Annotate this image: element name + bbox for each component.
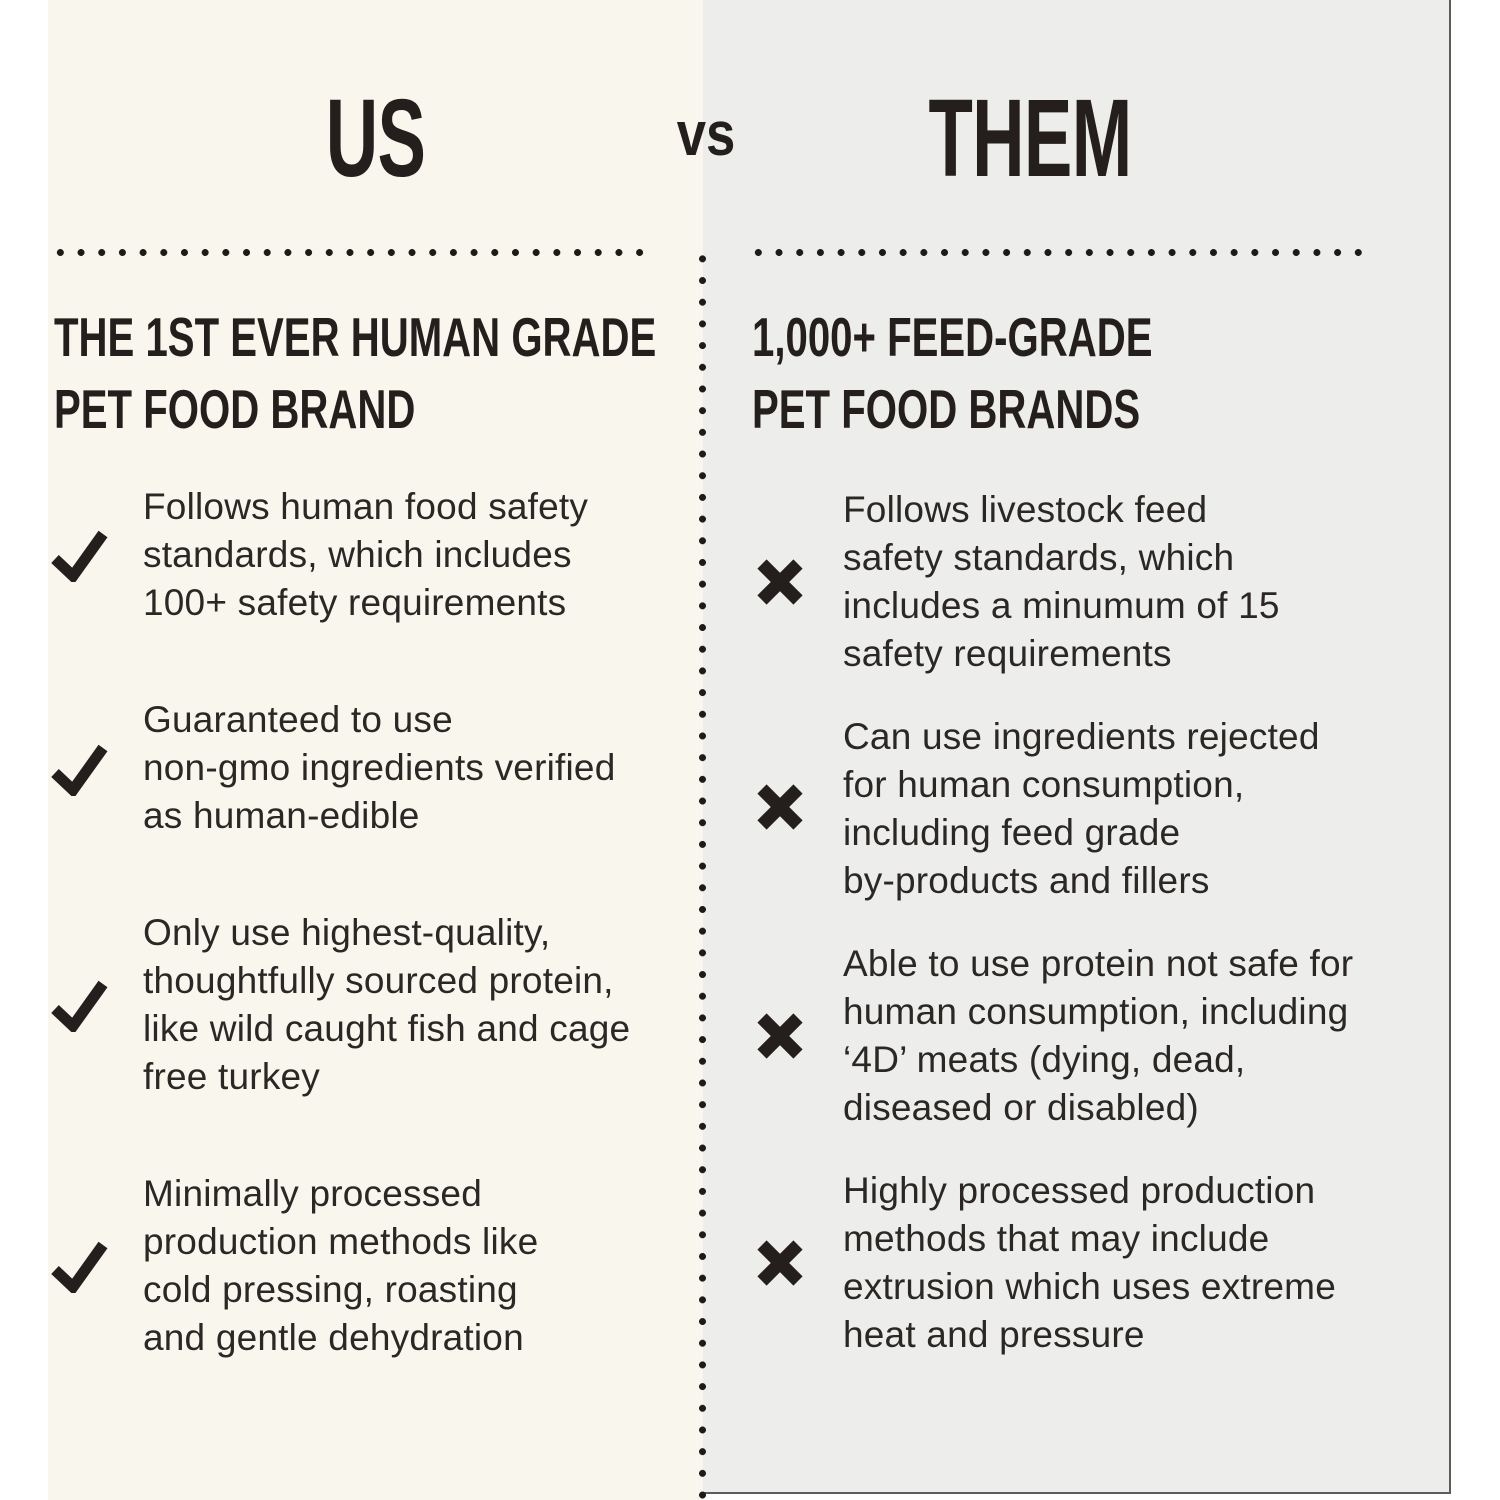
us-bullet-text: Guaranteed to use non-gmo ingredients ve… bbox=[143, 699, 616, 836]
x-icon bbox=[755, 1011, 805, 1061]
dotted-divider-vertical bbox=[699, 248, 706, 1500]
them-bullet-text: Highly processed production methods that… bbox=[843, 1170, 1336, 1355]
us-title: US bbox=[325, 77, 426, 200]
them-bullet-text: Able to use protein not safe for human c… bbox=[843, 943, 1354, 1128]
us-bullet-text: Only use highest-quality, thoughtfully s… bbox=[143, 912, 631, 1097]
x-icon bbox=[755, 782, 805, 832]
them-title: THEM bbox=[928, 77, 1132, 200]
them-bullet-text: Can use ingredients rejected for human c… bbox=[843, 716, 1320, 901]
dotted-divider-left bbox=[50, 249, 650, 256]
us-bullet-text: Follows human food safety standards, whi… bbox=[143, 486, 589, 623]
them-subtitle: 1,000+ FEED-GRADE PET FOOD BRANDS bbox=[752, 306, 1153, 440]
check-icon bbox=[50, 978, 108, 1032]
them-bullet-text: Follows livestock feed safety standards,… bbox=[843, 489, 1280, 674]
check-icon bbox=[50, 528, 108, 582]
vs-label: vs bbox=[676, 100, 736, 169]
check-icon bbox=[50, 1239, 108, 1293]
us-bullet-text: Minimally processed production methods l… bbox=[143, 1173, 539, 1358]
check-icon bbox=[50, 742, 108, 796]
x-icon bbox=[755, 557, 805, 607]
x-icon bbox=[755, 1238, 805, 1288]
us-subtitle: THE 1ST EVER HUMAN GRADE PET FOOD BRAND bbox=[54, 306, 657, 440]
dotted-divider-right bbox=[748, 249, 1364, 256]
